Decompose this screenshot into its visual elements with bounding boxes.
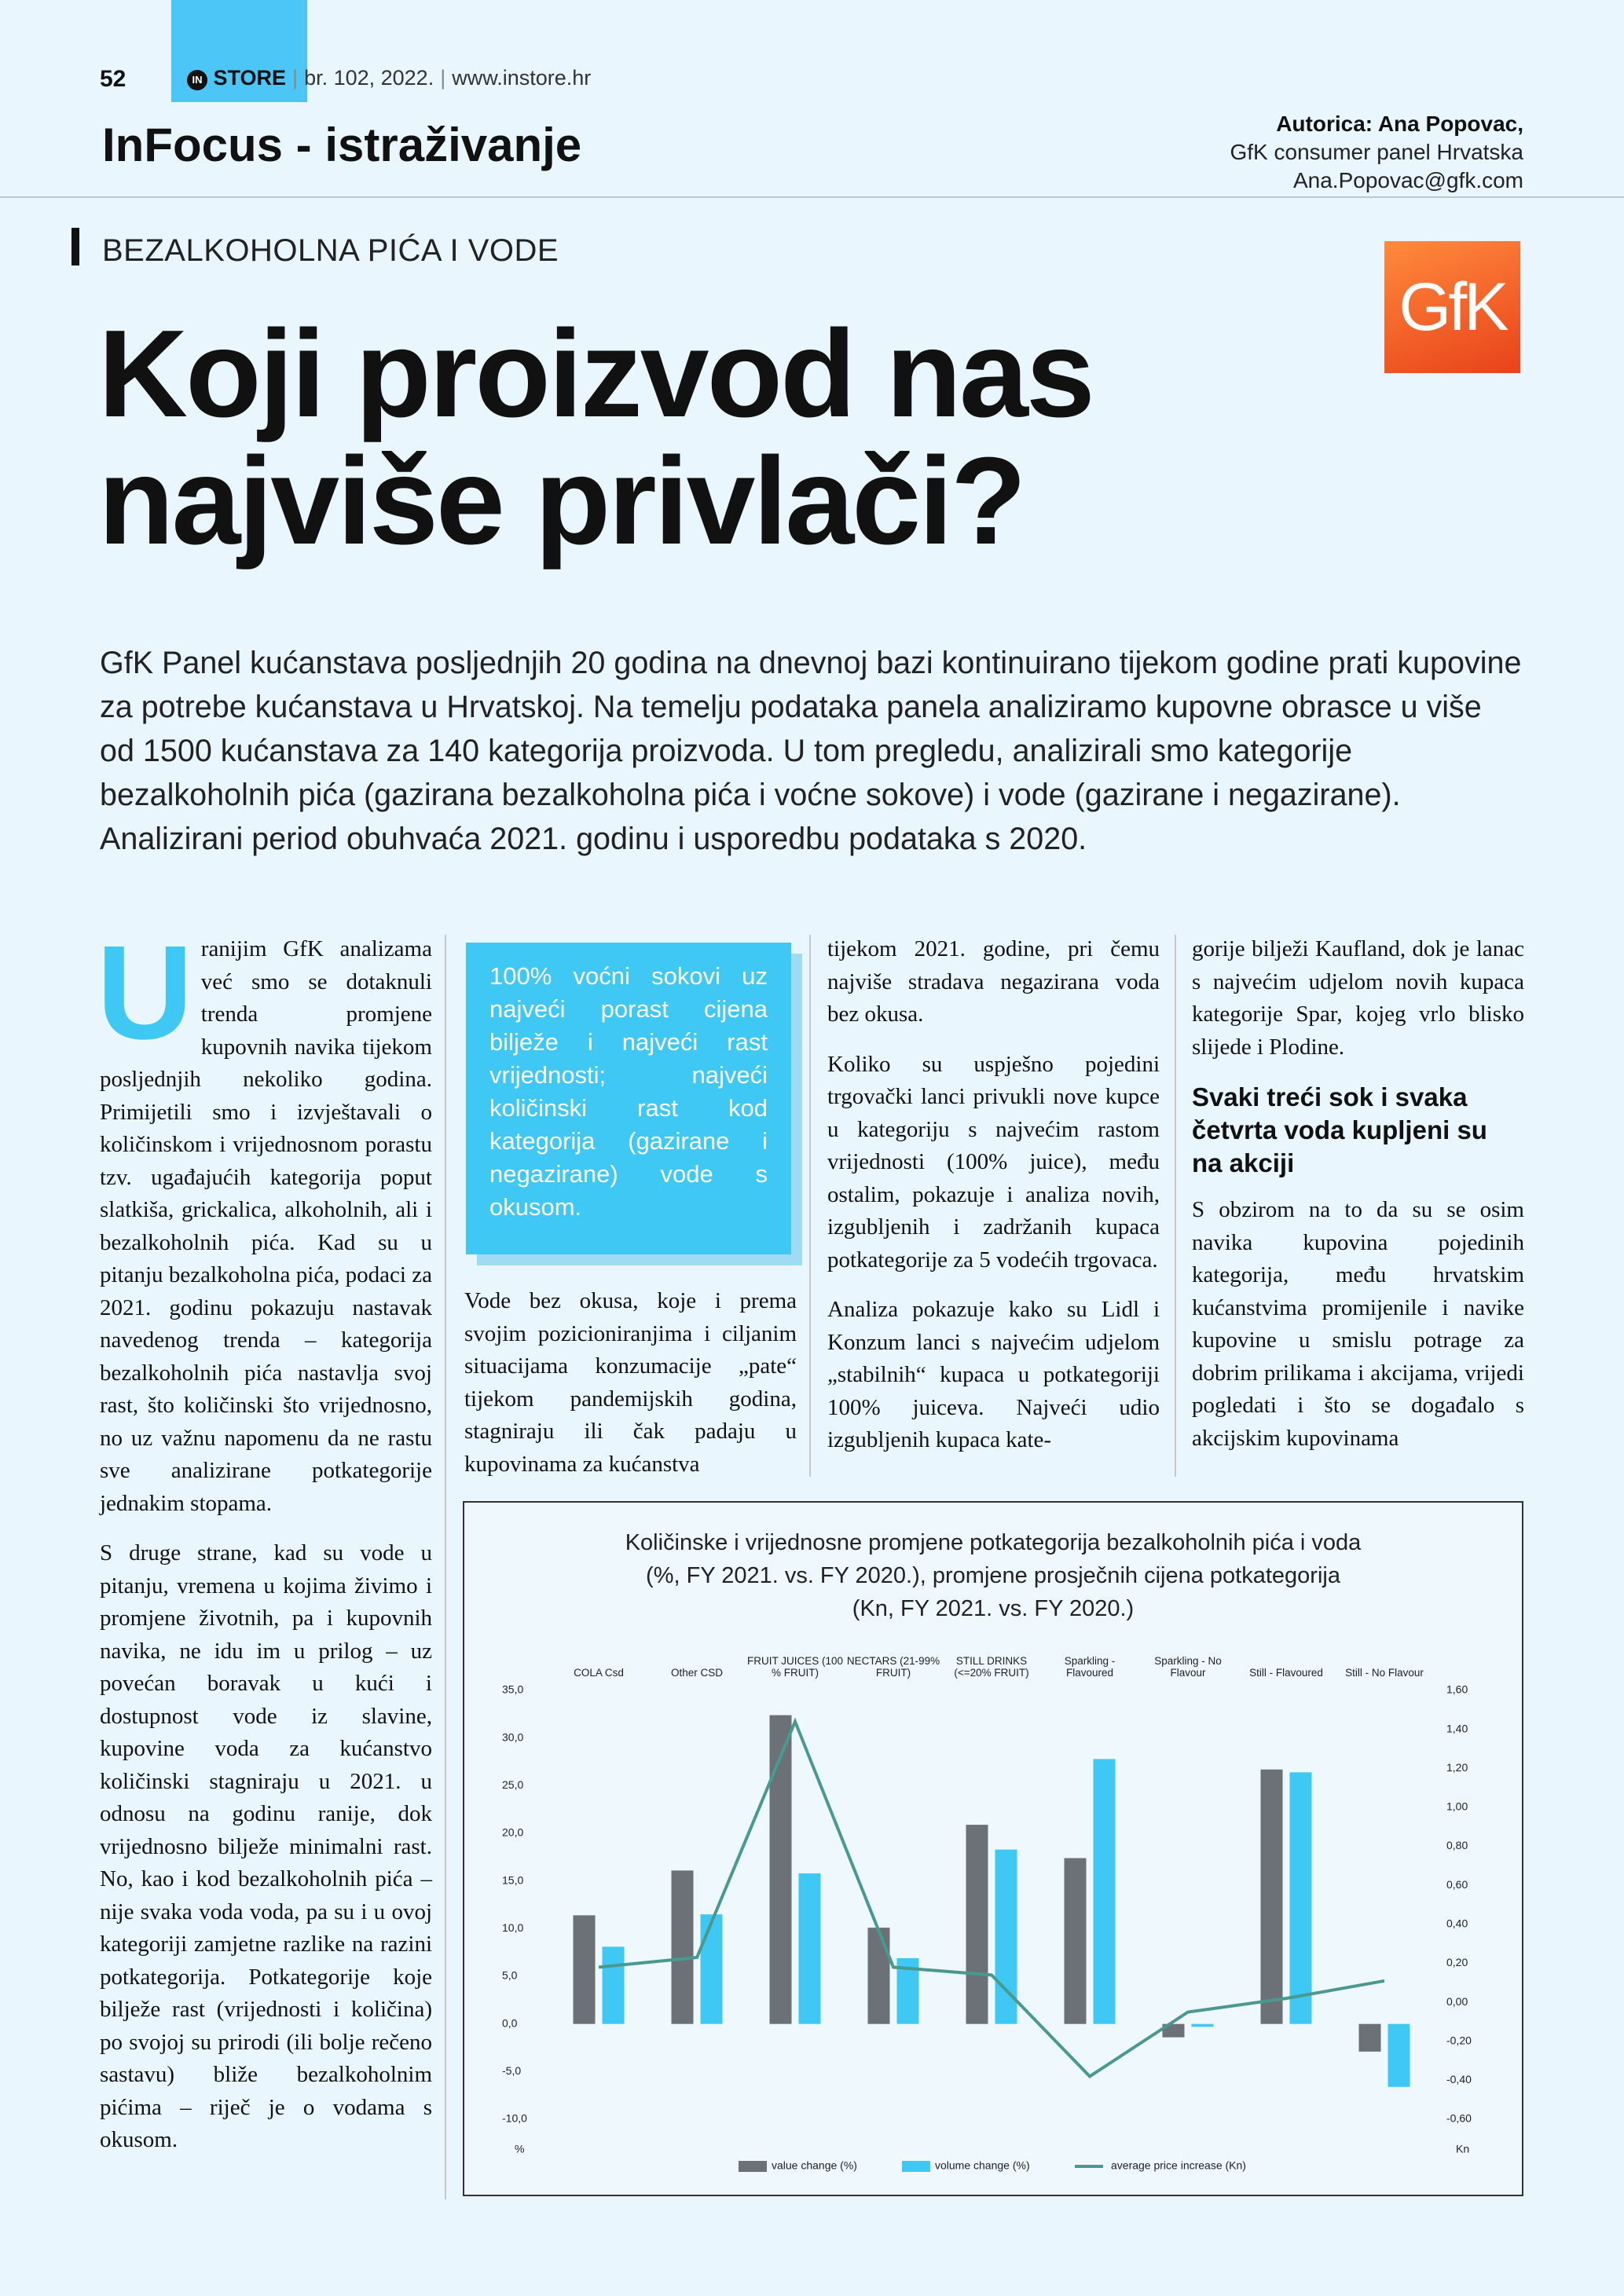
y2-tick-label: -0,40 (1446, 2073, 1472, 2085)
column-rule (1175, 935, 1176, 1477)
y2-tick-label: -0,60 (1446, 2112, 1472, 2125)
y2-unit: Kn (1456, 2143, 1469, 2155)
section-title: InFocus - istraživanje (102, 119, 582, 171)
bar (798, 1873, 821, 2024)
chart-title: (%, FY 2021. vs. FY 2020.), promjene pro… (646, 1563, 1340, 1588)
bar (1388, 2023, 1410, 2087)
y2-tick-label: 0,80 (1446, 1839, 1468, 1851)
paragraph: gorije bilježi Kaufland, dok je lanac s … (1192, 936, 1524, 1060)
logo: GfK (1384, 241, 1520, 373)
headline-line: Koji proizvod nas (98, 305, 1095, 443)
y2-tick-label: 0,60 (1446, 1878, 1468, 1891)
bar (1064, 1858, 1087, 2024)
paragraph: S obzirom na to da su se osim navika kup… (1192, 1197, 1524, 1451)
column-rule (445, 935, 446, 2199)
bar (966, 1825, 988, 2024)
author-block: Autorica: Ana Popovac, GfK consumer pane… (1230, 110, 1524, 195)
y-tick-label: 5,0 (502, 1969, 518, 1982)
y2-tick-label: 0,40 (1446, 1917, 1468, 1930)
x-tick-label: FRUIT JUICES (100 % FRUIT) (746, 1655, 844, 1679)
column: tijekom 2021. godine, pri čemu najviše s… (827, 933, 1160, 1474)
callout: 100% voćni sokovi uz najveći porast cije… (466, 943, 791, 1254)
paragraph: ranijim GfK analizama već smo se dotaknu… (100, 936, 432, 1516)
subheading: Svaki treći sok i svaka četvrta voda kup… (1192, 1082, 1487, 1177)
column: U ranijim GfK analizama već smo se dotak… (97, 918, 432, 2174)
paragraph: Koliko su uspješno pojedini trgovački la… (827, 1051, 1160, 1273)
paragraph: Analiza pokazuje kako su Lidl i Konzum l… (827, 1297, 1160, 1452)
column-rule (809, 935, 811, 1477)
chart: Količinske i vrijednosne promjene potkat… (463, 1501, 1523, 2196)
author: Autorica: Ana Popovac, (1276, 112, 1523, 136)
bar (1358, 2023, 1381, 2052)
y-tick-label: 0,0 (502, 2016, 518, 2029)
x-tick-label: STILL DRINKS (<=20% FRUIT) (954, 1655, 1029, 1679)
y-tick-label: 35,0 (502, 1683, 523, 1696)
paragraph: Vode bez okusa, koje i prema svojim pozi… (464, 1288, 797, 1477)
legend-label: value change (%) (772, 2159, 857, 2172)
column: gorije bilježi Kaufland, dok je lanac s … (1192, 933, 1524, 1472)
chart-title: Količinske i vrijednosne promjene potkat… (625, 1530, 1362, 1555)
x-tick-label: Sparkling - No Flavour (1154, 1655, 1222, 1679)
drop-cap: U (97, 918, 193, 1067)
website[interactable]: www.instore.hr (452, 66, 592, 90)
bar (1093, 1759, 1116, 2024)
y-tick-label: -5,0 (502, 2064, 521, 2077)
y2-tick-label: 1,60 (1446, 1683, 1468, 1696)
x-tick-label: Other CSD (670, 1667, 724, 1679)
y-tick-label: 30,0 (502, 1730, 523, 1743)
legend-swatch (902, 2161, 930, 2172)
y-tick-label: 15,0 (502, 1873, 523, 1886)
bar (1191, 2023, 1214, 2027)
chart-title: (Kn, FY 2021. vs. FY 2020.) (852, 1596, 1135, 1621)
x-tick-label: Sparkling - Flavoured (1064, 1655, 1116, 1679)
y2-tick-label: 0,20 (1446, 1956, 1468, 1968)
bar (573, 1915, 596, 2024)
bar (1260, 1769, 1283, 2024)
bar (700, 1914, 723, 2024)
headline-line: najviše privlači? (98, 432, 1027, 570)
author-email[interactable]: Ana.Popovac@gfk.com (1292, 168, 1523, 192)
x-tick-label: Still - No Flavour (1345, 1667, 1424, 1679)
intro: GfK Panel kućanstava posljednjih 20 godi… (100, 646, 1522, 856)
y-unit: % (515, 2143, 524, 2155)
y2-tick-label: 1,20 (1446, 1761, 1468, 1774)
bar (769, 1715, 792, 2024)
brand: STORE (213, 66, 287, 90)
legend-label: volume change (%) (935, 2159, 1030, 2172)
page-number: 52 (100, 66, 126, 92)
y2-tick-label: 1,00 (1446, 1800, 1468, 1813)
x-tick-label: COLA Csd (574, 1667, 624, 1679)
header-rule (0, 196, 1624, 198)
x-tick-label: Still - Flavoured (1249, 1667, 1323, 1679)
bar (602, 1946, 625, 2024)
kicker-bar (71, 228, 79, 265)
y2-tick-label: 1,40 (1446, 1722, 1468, 1734)
author-org: GfK consumer panel Hrvatska (1230, 140, 1524, 164)
column: Vode bez okusa, koje i prema svojim pozi… (464, 1285, 797, 1498)
y-tick-label: -10,0 (502, 2112, 527, 2125)
chart-plot: 35,0 30,0 25,0 20,0 15,0 10,0 5,0 0,0 -5,0 -10,0 1… (502, 1683, 1472, 2172)
y2-tick-label: 0,00 (1446, 1995, 1468, 2008)
brand-line: IN STORE | br. 102, 2022. | www.instore.hr (187, 66, 591, 90)
bar (867, 1928, 890, 2024)
kicker: BEZALKOHOLNA PIĆA I VODE (102, 233, 559, 268)
paragraph: tijekom 2021. godine, pri čemu najviše s… (827, 936, 1160, 1027)
y2-tick-label: -0,20 (1446, 2034, 1472, 2046)
headline: Koji proizvod nas najviše privlači? (98, 305, 1095, 570)
bar (1289, 1772, 1312, 2024)
y-tick-label: 25,0 (502, 1778, 523, 1791)
brand-badge: IN (187, 70, 207, 90)
bar (995, 1849, 1017, 2024)
line (598, 1717, 1385, 2078)
y-tick-label: 10,0 (502, 1921, 523, 1934)
legend-label: average price increase (Kn) (1111, 2159, 1246, 2172)
legend-swatch (739, 2161, 767, 2172)
bar (671, 1870, 694, 2024)
paragraph: S druge strane, kad su vode u pitanju, v… (100, 1540, 432, 2152)
bar (1162, 2023, 1185, 2038)
issue: br. 102, 2022. (304, 66, 434, 90)
x-tick-label: NECTARS (21-99% FRUIT) (846, 1655, 940, 1679)
y-tick-label: 20,0 (502, 1826, 523, 1839)
